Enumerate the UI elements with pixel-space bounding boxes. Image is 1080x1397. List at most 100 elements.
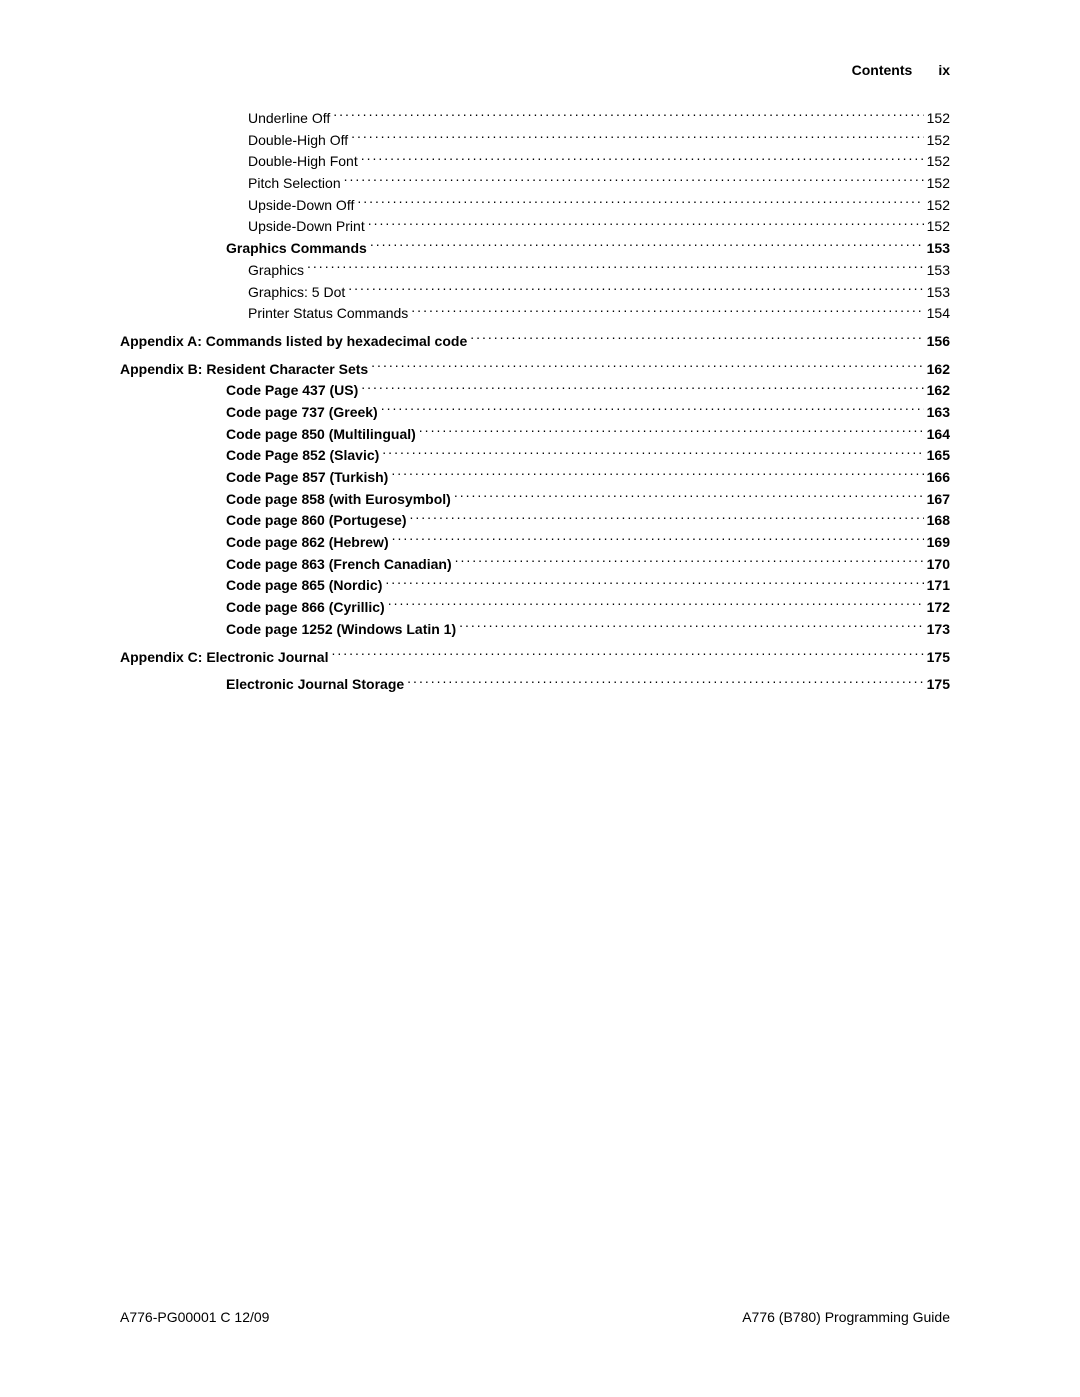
toc-entry-page: 172	[927, 597, 950, 619]
toc-line: Code page 863 (French Canadian) 170	[120, 554, 950, 576]
toc-entry-text: Code page 862 (Hebrew)	[226, 532, 389, 554]
toc-leader-dots	[344, 174, 924, 188]
toc-entry-text: Upside-Down Off	[248, 195, 354, 217]
toc-entry-text: Double-High Font	[248, 151, 358, 173]
footer-right: A776 (B780) Programming Guide	[742, 1309, 950, 1325]
toc-leader-dots	[361, 381, 923, 395]
toc-leader-dots	[331, 648, 923, 662]
toc-line: Code page 858 (with Eurosymbol) 167	[120, 489, 950, 511]
toc-leader-dots	[470, 332, 923, 346]
toc-line: Graphics 153	[120, 260, 950, 282]
toc-line: Code Page 437 (US) 162	[120, 380, 950, 402]
toc-line: Code page 737 (Greek) 163	[120, 402, 950, 424]
toc-line: Underline Off 152	[120, 108, 950, 130]
toc-entry-page: 171	[927, 575, 950, 597]
toc-leader-dots	[411, 304, 923, 318]
toc-line: Graphics: 5 Dot 153	[120, 282, 950, 304]
toc-entry-page: 170	[927, 554, 950, 576]
toc-line: Code page 862 (Hebrew) 169	[120, 532, 950, 554]
toc-leader-dots	[459, 620, 924, 634]
toc-leader-dots	[371, 360, 923, 374]
toc-entry-page: 162	[927, 359, 950, 381]
toc-line: Electronic Journal Storage 175	[120, 674, 950, 696]
toc-leader-dots	[388, 598, 924, 612]
toc-line: Appendix B: Resident Character Sets 162	[120, 359, 950, 381]
toc-leader-dots	[410, 511, 924, 525]
toc-line: Printer Status Commands 154	[120, 303, 950, 325]
toc-entry-page: 169	[927, 532, 950, 554]
toc-entry-text: Code page 866 (Cyrillic)	[226, 597, 385, 619]
footer-left: A776-PG00001 C 12/09	[120, 1309, 269, 1325]
toc-entry-text: Code page 860 (Portugese)	[226, 510, 407, 532]
toc-entry-text: Code page 858 (with Eurosymbol)	[226, 489, 451, 511]
toc-entry-text: Code Page 437 (US)	[226, 380, 358, 402]
toc-line: Appendix A: Commands listed by hexadecim…	[120, 331, 950, 353]
toc-line: Upside-Down Print 152	[120, 216, 950, 238]
toc-entry-text: Appendix C: Electronic Journal	[120, 647, 328, 669]
toc-entry-text: Code Page 857 (Turkish)	[226, 467, 388, 489]
toc-entry-text: Graphics Commands	[226, 238, 367, 260]
toc-entry-text: Pitch Selection	[248, 173, 341, 195]
header-page-number: ix	[938, 62, 950, 78]
toc-entry-page: 152	[927, 130, 950, 152]
toc-leader-dots	[368, 217, 924, 231]
toc-line: Code page 866 (Cyrillic) 172	[120, 597, 950, 619]
toc-leader-dots	[307, 261, 924, 275]
toc-entry-text: Code Page 852 (Slavic)	[226, 445, 379, 467]
toc-entry-page: 153	[927, 238, 950, 260]
toc-leader-dots	[391, 468, 923, 482]
toc-entry-page: 162	[927, 380, 950, 402]
toc-entry-text: Double-High Off	[248, 130, 348, 152]
toc-entry-page: 164	[927, 424, 950, 446]
toc-entry-text: Graphics	[248, 260, 304, 282]
toc-line: Code page 860 (Portugese) 168	[120, 510, 950, 532]
toc-entry-page: 152	[927, 108, 950, 130]
toc-line: Double-High Font 152	[120, 151, 950, 173]
toc-line: Code page 850 (Multilingual) 164	[120, 424, 950, 446]
toc-line: Upside-Down Off 152	[120, 195, 950, 217]
toc-entry-page: 166	[927, 467, 950, 489]
page-footer: A776-PG00001 C 12/09 A776 (B780) Program…	[120, 1309, 950, 1325]
toc-entry-text: Code page 1252 (Windows Latin 1)	[226, 619, 456, 641]
toc-line: Code Page 857 (Turkish) 166	[120, 467, 950, 489]
toc-entry-text: Underline Off	[248, 108, 330, 130]
toc-entry-page: 175	[927, 647, 950, 669]
toc-leader-dots	[385, 576, 923, 590]
toc-line: Graphics Commands 153	[120, 238, 950, 260]
toc-entry-page: 163	[927, 402, 950, 424]
toc-leader-dots	[370, 239, 924, 253]
toc-leader-dots	[407, 675, 923, 689]
toc-leader-dots	[348, 283, 923, 297]
toc-entry-page: 153	[927, 260, 950, 282]
toc-entry-page: 173	[927, 619, 950, 641]
toc-entry-text: Code page 865 (Nordic)	[226, 575, 382, 597]
toc-entry-text: Appendix A: Commands listed by hexadecim…	[120, 331, 467, 353]
toc-entry-page: 175	[927, 674, 950, 696]
toc-leader-dots	[382, 446, 923, 460]
toc-entry-text: Appendix B: Resident Character Sets	[120, 359, 368, 381]
header-title: Contents	[852, 62, 913, 78]
toc-line: Double-High Off 152	[120, 130, 950, 152]
toc-leader-dots	[455, 555, 924, 569]
toc-leader-dots	[454, 490, 924, 504]
toc-entry-page: 154	[927, 303, 950, 325]
toc-line: Code page 865 (Nordic) 171	[120, 575, 950, 597]
toc-entry-text: Code page 737 (Greek)	[226, 402, 378, 424]
toc-leader-dots	[351, 131, 924, 145]
toc-leader-dots	[381, 403, 924, 417]
toc-entry-page: 152	[927, 173, 950, 195]
toc-entry-page: 168	[927, 510, 950, 532]
toc-line: Pitch Selection 152	[120, 173, 950, 195]
toc-entry-page: 152	[927, 216, 950, 238]
toc-line: Appendix C: Electronic Journal 175	[120, 647, 950, 669]
toc-entry-text: Upside-Down Print	[248, 216, 365, 238]
toc-entry-text: Electronic Journal Storage	[226, 674, 404, 696]
toc-line: Code page 1252 (Windows Latin 1) 173	[120, 619, 950, 641]
toc-entry-page: 152	[927, 195, 950, 217]
toc-leader-dots	[419, 425, 924, 439]
toc-leader-dots	[333, 109, 923, 123]
toc-line: Code Page 852 (Slavic) 165	[120, 445, 950, 467]
toc-entry-page: 156	[927, 331, 950, 353]
toc-entry-page: 152	[927, 151, 950, 173]
toc-entry-text: Code page 863 (French Canadian)	[226, 554, 452, 576]
